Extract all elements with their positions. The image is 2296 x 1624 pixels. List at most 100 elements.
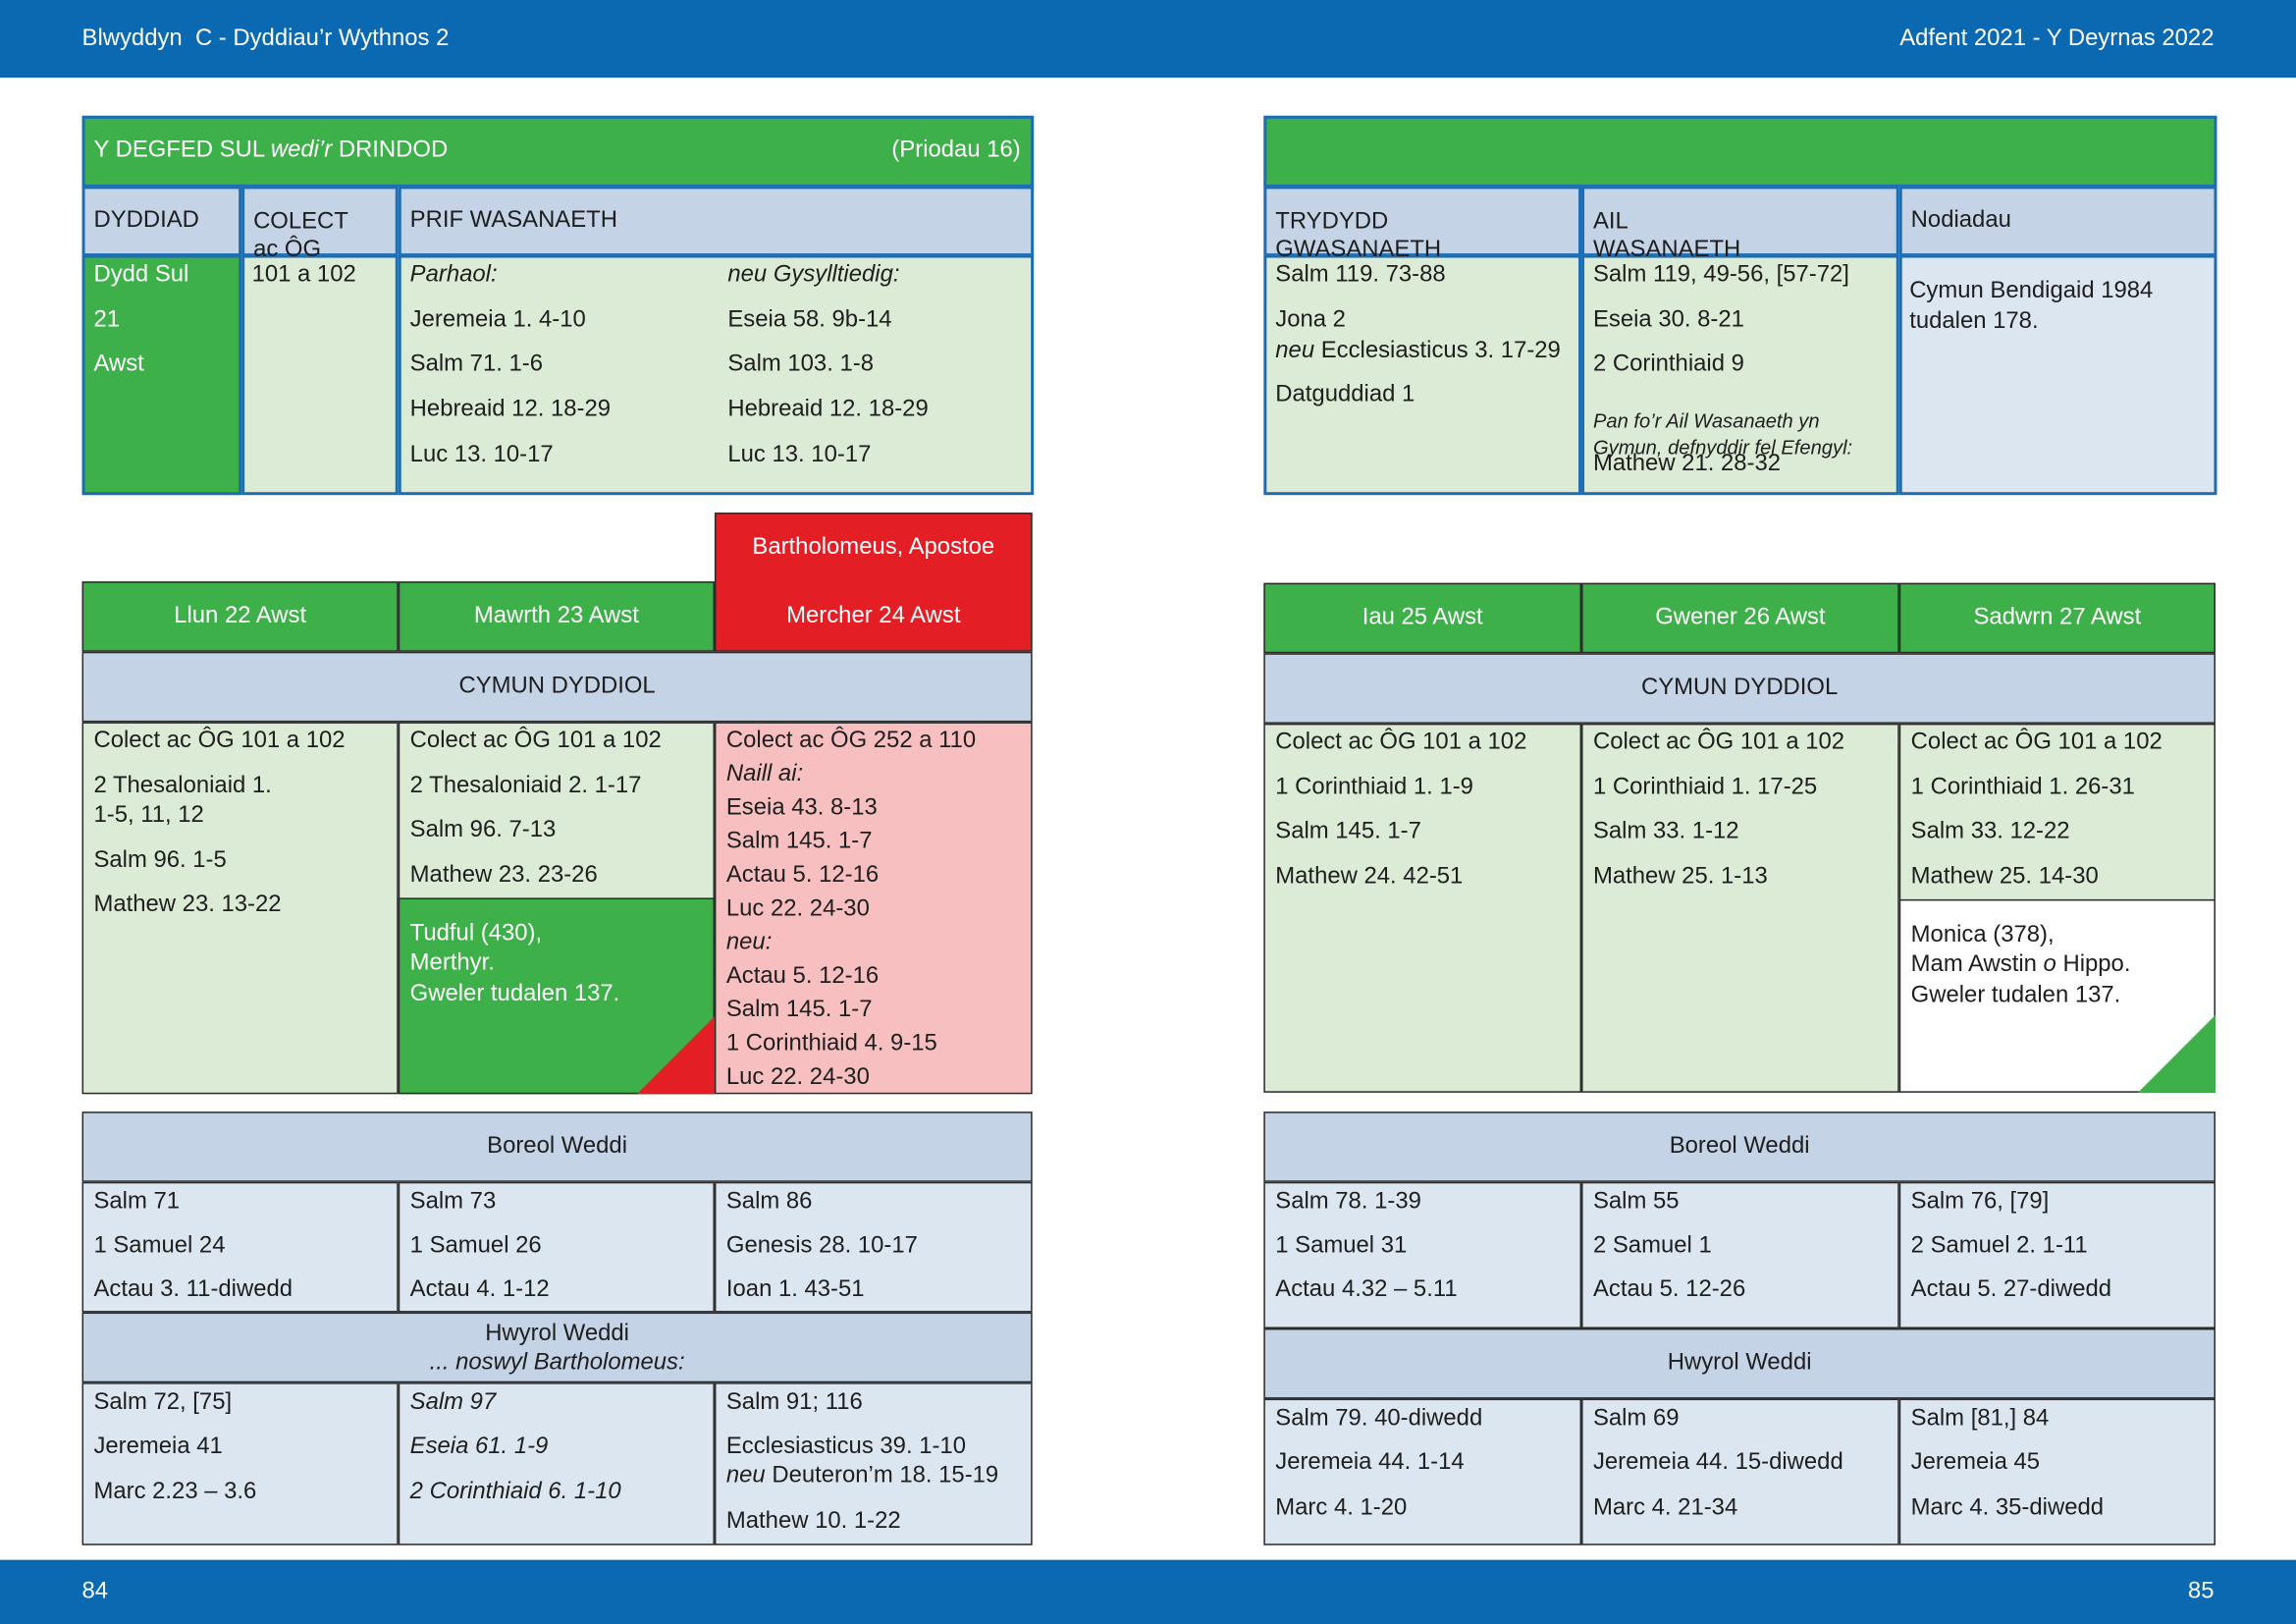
reading: Luc 22. 24-30 (725, 895, 870, 922)
reading: 1 Corinthiaid 1. 17-25 (1592, 775, 1818, 800)
reading: Eseia 43. 8-13 (725, 794, 878, 821)
column-header-text: AIL WASANAETH (1592, 208, 1741, 262)
second-cell (1581, 254, 1899, 496)
rubric: Pan fo’r Ail Wasanaeth yn Gymun, defnydd… (1592, 409, 1853, 459)
reading: 1 Samuel 26 (409, 1233, 542, 1259)
reading: Actau 5. 12-16 (725, 963, 880, 989)
reading: Salm 91; 116 (725, 1389, 863, 1415)
morning-cell (714, 1181, 1033, 1313)
morning-cell (1263, 1181, 1582, 1328)
reading: Marc 4. 1-20 (1275, 1495, 1408, 1521)
reading: Salm 86 (725, 1189, 813, 1215)
morning-cell (1898, 1181, 2216, 1328)
evening-cell (81, 1382, 399, 1545)
evening-cell (714, 1382, 1033, 1545)
morning-cell (81, 1181, 399, 1313)
evening-cell (1581, 1398, 1899, 1545)
column-header-text: COLECT ac ÔG (253, 208, 348, 262)
date-header (81, 581, 399, 652)
text-part: o (2043, 951, 2056, 977)
reading: Mathew 10. 1-22 (725, 1508, 901, 1534)
reading: Mathew 23. 13-22 (93, 892, 282, 917)
reading: Salm 145. 1-7 (725, 829, 873, 854)
reading: Mathew 24. 42-51 (1275, 864, 1464, 890)
reading: Salm 78. 1-39 (1275, 1189, 1421, 1215)
column-header (81, 186, 242, 257)
header-left: Blwyddyn C - Dyddiau’r Wythnos 2 (81, 26, 450, 52)
section-header-text: Hwyrol Weddi (1667, 1350, 1812, 1376)
date-header (1581, 582, 1899, 654)
column-header (1581, 186, 1899, 257)
column-header-text: TRYDYDD GWASANAETH (1275, 208, 1442, 262)
reading: 1 Samuel 24 (93, 1233, 226, 1259)
column-header (241, 186, 399, 257)
text-part: Ecclesiasticus 3. 17-29 (1314, 338, 1561, 363)
reading: Hebreaid 12. 18-29 (727, 397, 929, 422)
reading: Colect ac ÔG 101 a 102 (1910, 729, 2163, 755)
reading: Eseia 61. 1-9 (410, 1433, 549, 1462)
communion-cell (1263, 723, 1582, 1093)
reading: 1 Corinthiaid 1. 1-9 (1275, 775, 1473, 800)
notes-text: Cymun Bendigaid 1984 tudalen 178. (1909, 277, 2154, 334)
reading: 2 Thesaloniaid 2. 1-17 (409, 773, 642, 798)
communion-cell (1581, 723, 1899, 1093)
column-header (398, 186, 1035, 257)
reading: Hebreaid 12. 18-29 (409, 397, 612, 422)
date-header (1263, 582, 1582, 654)
communion-cell (714, 722, 1033, 1095)
reading: Salm 55 (1592, 1189, 1680, 1215)
reading: Jeremeia 45 (1910, 1449, 2041, 1476)
section-header (81, 1111, 1033, 1182)
text-part: wedi’r (270, 137, 333, 163)
reading: Luc 13. 10-17 (727, 442, 872, 467)
reading: Colect ac ÔG 101 a 102 (93, 728, 346, 753)
section-header (81, 1312, 1033, 1383)
section-header (1263, 653, 2216, 724)
reading: Salm 73 (409, 1189, 497, 1215)
collect-text: 101 a 102 (251, 262, 356, 288)
reading: Mathew 21. 28-32 (1592, 451, 1782, 476)
text-part: DRINDOD (332, 137, 449, 163)
reading: Actau 4.32 – 5.11 (1275, 1276, 1458, 1303)
reading: Salm 97 (410, 1388, 497, 1418)
reading: Luc 22. 24-30 (725, 1064, 870, 1090)
reading: Colect ac ÔG 101 a 102 (409, 728, 662, 753)
column-header-text: PRIF WASANAETH (409, 207, 617, 234)
text-part: neu (725, 1463, 766, 1489)
reading: Salm 69 (1592, 1406, 1680, 1432)
reading: Jeremeia 44. 1-14 (1275, 1449, 1465, 1476)
reading: Salm 33. 1-12 (1592, 818, 1739, 844)
festival-name: Bartholomeus, Apostoe (752, 534, 995, 560)
reading: Salm 72, [75] (93, 1389, 233, 1415)
third-cell (1263, 254, 1582, 496)
reading: 1 Samuel 31 (1275, 1233, 1408, 1259)
sunday-title-bar (81, 115, 1035, 188)
reading: Marc 4. 21-34 (1592, 1495, 1738, 1521)
reading: Salm 119, 49-56, [57-72] (1592, 262, 1849, 288)
date-text: 21 (93, 307, 121, 333)
reading: Naill ai: (726, 760, 803, 789)
section-header-text: CYMUN DYDDIOL (1641, 675, 1839, 701)
column-header-text: Nodiadau (1910, 207, 2011, 234)
reading: Colect ac ÔG 252 a 110 (725, 728, 977, 753)
text-part: neu (1275, 338, 1315, 363)
date-header-text: Iau 25 Awst (1362, 605, 1483, 630)
reading: Actau 5. 27-diwedd (1910, 1276, 2112, 1303)
evening-cell (1263, 1398, 1582, 1545)
date-header-text: Mawrth 23 Awst (473, 603, 639, 628)
reading: 2 Thesaloniaid 1. 1-5, 11, 12 (93, 773, 272, 828)
reading: Salm 96. 1-5 (93, 847, 227, 874)
sunday-note: (Priodau 16) (891, 137, 1021, 163)
reading: Genesis 28. 10-17 (725, 1233, 918, 1259)
date-header (1898, 582, 2216, 654)
reading-heading: neu Gysylltiedig: (727, 262, 900, 288)
reading: Salm 71. 1-6 (409, 352, 544, 377)
date-header-text: Llun 22 Awst (174, 603, 307, 628)
reading: 2 Samuel 1 (1592, 1233, 1712, 1259)
reading: Actau 5. 12-16 (725, 862, 880, 888)
sunday-title-bar (1263, 115, 2217, 188)
commemoration-ref: Gweler tudalen 137. (1910, 982, 2121, 1008)
bottom-bar (0, 1559, 2296, 1624)
date-cell (81, 254, 242, 496)
communion-cell (81, 722, 399, 1095)
